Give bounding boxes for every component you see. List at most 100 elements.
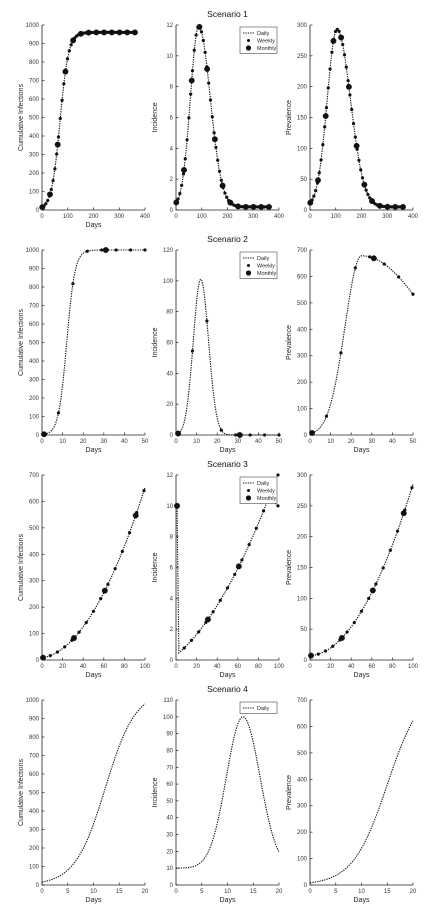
weekly-point bbox=[348, 93, 352, 97]
x-tick-label: 0 bbox=[40, 664, 44, 670]
chart-panel-7: Scenario 30 20 40 60 80 100010020030040050060… bbox=[18, 459, 248, 679]
x-tick-label: 5 bbox=[200, 889, 204, 895]
weekly-point bbox=[316, 652, 320, 656]
weekly-point bbox=[314, 188, 318, 193]
x-tick-label: 0 bbox=[174, 664, 178, 670]
y-tick-label: 10 bbox=[166, 504, 173, 510]
y-axis-label: Incidence bbox=[152, 777, 159, 807]
axes-frame bbox=[41, 250, 145, 436]
x-tick-label: 0 bbox=[308, 439, 312, 445]
y-tick-label: 6 bbox=[170, 116, 174, 122]
series-daily-line bbox=[41, 249, 145, 436]
weekly-point bbox=[233, 572, 237, 577]
y-tick-label: 1000 bbox=[26, 698, 40, 704]
x-tick-label: 100 bbox=[408, 664, 419, 670]
y-tick-label: 10 bbox=[166, 54, 173, 60]
x-tick-label: 100 bbox=[63, 214, 74, 220]
weekly-point bbox=[217, 169, 222, 173]
monthly-point bbox=[188, 77, 195, 84]
y-tick-label: 60 bbox=[166, 782, 173, 788]
weekly-point bbox=[223, 191, 227, 195]
legend-monthly-swatch bbox=[245, 45, 252, 51]
monthly-point bbox=[400, 510, 407, 517]
weekly-point bbox=[321, 142, 325, 147]
x-tick-label: 10 bbox=[59, 439, 66, 445]
y-tick-label: 200 bbox=[297, 380, 308, 386]
y-tick-label: 4 bbox=[170, 596, 174, 602]
weekly-point bbox=[335, 27, 339, 32]
legend-entry: Daily bbox=[257, 706, 269, 712]
weekly-point bbox=[357, 158, 361, 162]
monthly-point bbox=[307, 199, 314, 206]
chart-panel-9: 0 20 40 60 80 100 0 50 100 150 200 250 300 Days Preval… bbox=[286, 473, 419, 679]
y-tick-label: 40 bbox=[166, 816, 173, 822]
y-tick-label: 100 bbox=[163, 715, 174, 721]
chart-panel-6: 0 10 20 30 40 500100200300400500600700DaysPre… bbox=[286, 248, 417, 454]
y-axis-label: Cumulative Infections bbox=[18, 309, 25, 376]
y-tick-label: 0 bbox=[170, 433, 174, 439]
y-tick-label: 8 bbox=[170, 535, 174, 541]
monthly-point bbox=[338, 634, 345, 641]
y-tick-label: 0 bbox=[36, 658, 40, 664]
x-tick-label: 10 bbox=[193, 439, 200, 445]
x-tick-label: 10 bbox=[327, 439, 334, 445]
series-daily-line bbox=[41, 31, 136, 208]
x-tick-label: 80 bbox=[389, 664, 396, 670]
legend-entry: Monthly bbox=[257, 271, 277, 277]
y-tick-label: 250 bbox=[297, 504, 308, 510]
y-tick-label: 500 bbox=[297, 301, 308, 307]
y-tick-label: 60 bbox=[166, 341, 173, 347]
chart-panel-8: 0 20 40 60 80 100 0 2 4 6 8 10 12 Days Incidence Daily W… bbox=[152, 473, 285, 679]
x-axis-label: Days bbox=[354, 897, 370, 904]
monthly-point bbox=[392, 203, 399, 210]
y-tick-label: 110 bbox=[163, 698, 173, 704]
weekly-point bbox=[56, 135, 61, 139]
weekly-point bbox=[178, 191, 182, 196]
x-axis-label: Days bbox=[86, 897, 102, 904]
weekly-point bbox=[276, 473, 280, 477]
x-tick-label: 100 bbox=[274, 664, 285, 670]
y-tick-label: 0 bbox=[36, 433, 40, 439]
chart-panel-10: Scenario 40 5 10 15 200100200300400500600700… bbox=[18, 684, 248, 904]
weekly-point bbox=[192, 48, 196, 52]
series-daily-line bbox=[309, 484, 414, 657]
weekly-point bbox=[143, 248, 147, 252]
weekly-point bbox=[51, 179, 55, 183]
y-tick-label: 700 bbox=[29, 473, 40, 479]
series-daily-line bbox=[41, 487, 146, 659]
monthly-point bbox=[85, 29, 92, 36]
monthly-point bbox=[219, 182, 226, 189]
x-tick-label: 30 bbox=[100, 439, 107, 445]
x-tick-label: 40 bbox=[80, 664, 87, 670]
y-tick-label: 4 bbox=[170, 146, 174, 152]
axes-frame bbox=[309, 700, 413, 886]
weekly-point bbox=[197, 630, 201, 634]
y-tick-label: 20 bbox=[166, 849, 173, 855]
x-tick-label: 20 bbox=[59, 664, 66, 670]
weekly-point bbox=[219, 178, 223, 182]
weekly-point bbox=[240, 558, 244, 562]
weekly-point bbox=[214, 145, 218, 150]
x-tick-label: 200 bbox=[88, 214, 99, 220]
y-tick-label: 0 bbox=[170, 208, 174, 214]
weekly-point bbox=[194, 33, 198, 37]
x-tick-label: 10 bbox=[224, 889, 231, 895]
weekly-point bbox=[189, 638, 194, 643]
x-tick-label: 20 bbox=[276, 889, 283, 895]
weekly-point bbox=[368, 255, 372, 259]
y-tick-label: 600 bbox=[297, 274, 308, 280]
weekly-point bbox=[326, 86, 330, 90]
scenario-title: Scenario 3 bbox=[207, 459, 248, 469]
weekly-point bbox=[207, 81, 211, 85]
scenario-title: Scenario 2 bbox=[207, 234, 248, 244]
y-tick-label: 500 bbox=[29, 341, 40, 347]
legend-monthly-swatch bbox=[245, 495, 252, 501]
monthly-point bbox=[250, 203, 257, 210]
y-tick-label: 100 bbox=[297, 596, 308, 602]
y-tick-label: 100 bbox=[297, 407, 308, 413]
y-axis-label: Incidence bbox=[152, 327, 159, 357]
chart-panel-12: 0 5 10 15 200100200300400500600700DaysPreval… bbox=[286, 698, 417, 904]
weekly-point bbox=[216, 158, 220, 162]
y-tick-label: 50 bbox=[300, 627, 307, 633]
